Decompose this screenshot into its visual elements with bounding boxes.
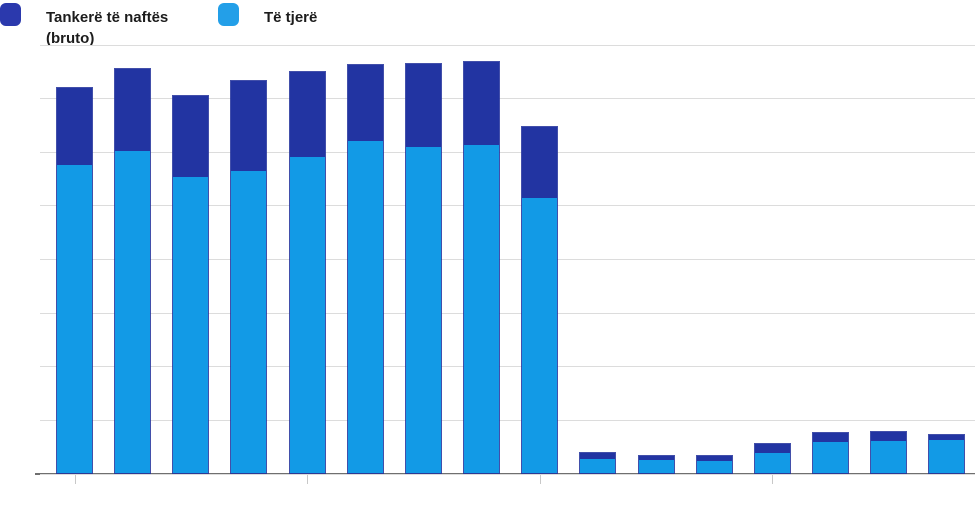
bar [870, 430, 908, 474]
bar-segment-others [57, 164, 92, 473]
legend-item-others: Të tjerë [218, 0, 317, 28]
bar [637, 455, 675, 474]
bar-segment-others [696, 460, 732, 473]
gridline [40, 366, 975, 368]
bar [288, 71, 326, 474]
bar-segment-tankers [231, 81, 267, 171]
bar-segment-others [289, 157, 325, 473]
bar [521, 125, 559, 474]
bar-segment-others [231, 170, 267, 473]
bar-segment-others [638, 460, 674, 473]
bar [172, 94, 210, 474]
bar [463, 60, 501, 474]
gridline [40, 473, 975, 475]
chart-legend: Tankerë të naftës (bruto) Të tjerë [0, 0, 500, 58]
bar-segment-tankers [347, 65, 383, 142]
legend-label-others: Të tjerë [264, 9, 318, 26]
bar-segment-others [405, 146, 441, 473]
bar-segment-tankers [812, 433, 848, 443]
bar-segment-tankers [580, 453, 616, 460]
bar [56, 86, 93, 474]
gridline [40, 44, 975, 46]
bar-segment-others [522, 198, 558, 473]
gridline [40, 419, 975, 421]
bar-segment-tankers [754, 443, 790, 453]
gridline [40, 151, 975, 153]
bar-segment-others [115, 151, 151, 473]
bar-segment-others [929, 439, 965, 473]
bar-segment-tankers [929, 435, 965, 440]
legend-swatch-others [218, 3, 239, 26]
gridline [40, 259, 975, 260]
legend-label-tankers: Tankerë të naftës (bruto) [46, 9, 169, 47]
bar-segment-tankers [405, 64, 441, 147]
bar [695, 455, 733, 474]
bar-segment-others [812, 442, 848, 473]
gridline [40, 98, 975, 100]
bar-segment-tankers [57, 87, 92, 165]
gridline [40, 205, 975, 207]
bar [753, 442, 791, 474]
bar-segment-tankers [289, 72, 325, 158]
bar-segment-tankers [115, 69, 151, 152]
x-axis-tick [74, 475, 76, 484]
bar-segment-tankers [696, 456, 732, 461]
bar-segment-tankers [638, 456, 674, 461]
x-axis-tick [307, 475, 309, 484]
legend-swatch-tankers [0, 3, 21, 26]
plot-area [35, 44, 975, 484]
bar [346, 64, 384, 474]
bar-segment-others [871, 440, 907, 473]
bar-segment-tankers [522, 126, 558, 199]
bar-segment-others [347, 141, 383, 473]
bar [811, 432, 849, 474]
bar [404, 63, 442, 474]
bar-segment-others [173, 176, 209, 473]
bar-segment-tankers [464, 61, 500, 145]
bar [230, 80, 268, 474]
bar-segment-others [754, 452, 790, 473]
gridline [40, 312, 975, 314]
bar [579, 452, 617, 474]
bar-segment-others [580, 459, 616, 473]
bar [114, 68, 152, 474]
bar-segment-tankers [871, 431, 907, 441]
legend-item-tankers: Tankerë të naftës (bruto) [0, 0, 198, 49]
x-axis-tick [539, 475, 541, 484]
bar-segment-tankers [173, 95, 209, 177]
x-axis-tick [772, 475, 774, 484]
bar [928, 434, 966, 474]
bar-segment-others [464, 144, 500, 473]
